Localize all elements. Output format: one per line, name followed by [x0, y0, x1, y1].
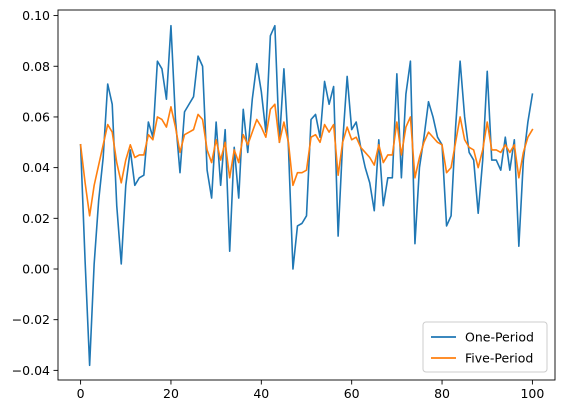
x-tick-label: 20: [163, 386, 179, 401]
x-tick-label: 80: [434, 386, 450, 401]
y-tick-label: 0.00: [22, 262, 50, 277]
legend-box: [422, 321, 548, 373]
y-tick-label: 0.02: [22, 211, 50, 226]
series-line-five-period: [79, 103, 534, 217]
y-tick-label: 0.04: [22, 160, 50, 175]
x-tick-label: 100: [520, 386, 544, 401]
x-tick-label: 60: [344, 386, 360, 401]
legend: One-Period Five-Period: [422, 321, 548, 373]
axes: 0 20 40 60 80 100 −0.04 −0.02 0.00 0.02 0.04 0.06 0.…: [12, 8, 556, 401]
plot-frame: [57, 9, 556, 381]
y-tick-label: 0.08: [22, 59, 50, 74]
series-line-one-period: [79, 24, 534, 367]
series-layer: [79, 24, 534, 367]
legend-label-one-period: One-Period: [465, 330, 534, 345]
x-tick-label: 40: [253, 386, 269, 401]
y-tick-label: 0.06: [22, 109, 50, 124]
y-tick-label: 0.10: [22, 8, 50, 23]
legend-label-five-period: Five-Period: [465, 351, 533, 366]
y-tick-label: −0.04: [12, 363, 50, 378]
x-tick-label: 0: [77, 386, 85, 401]
y-tick-label: −0.02: [12, 312, 50, 327]
